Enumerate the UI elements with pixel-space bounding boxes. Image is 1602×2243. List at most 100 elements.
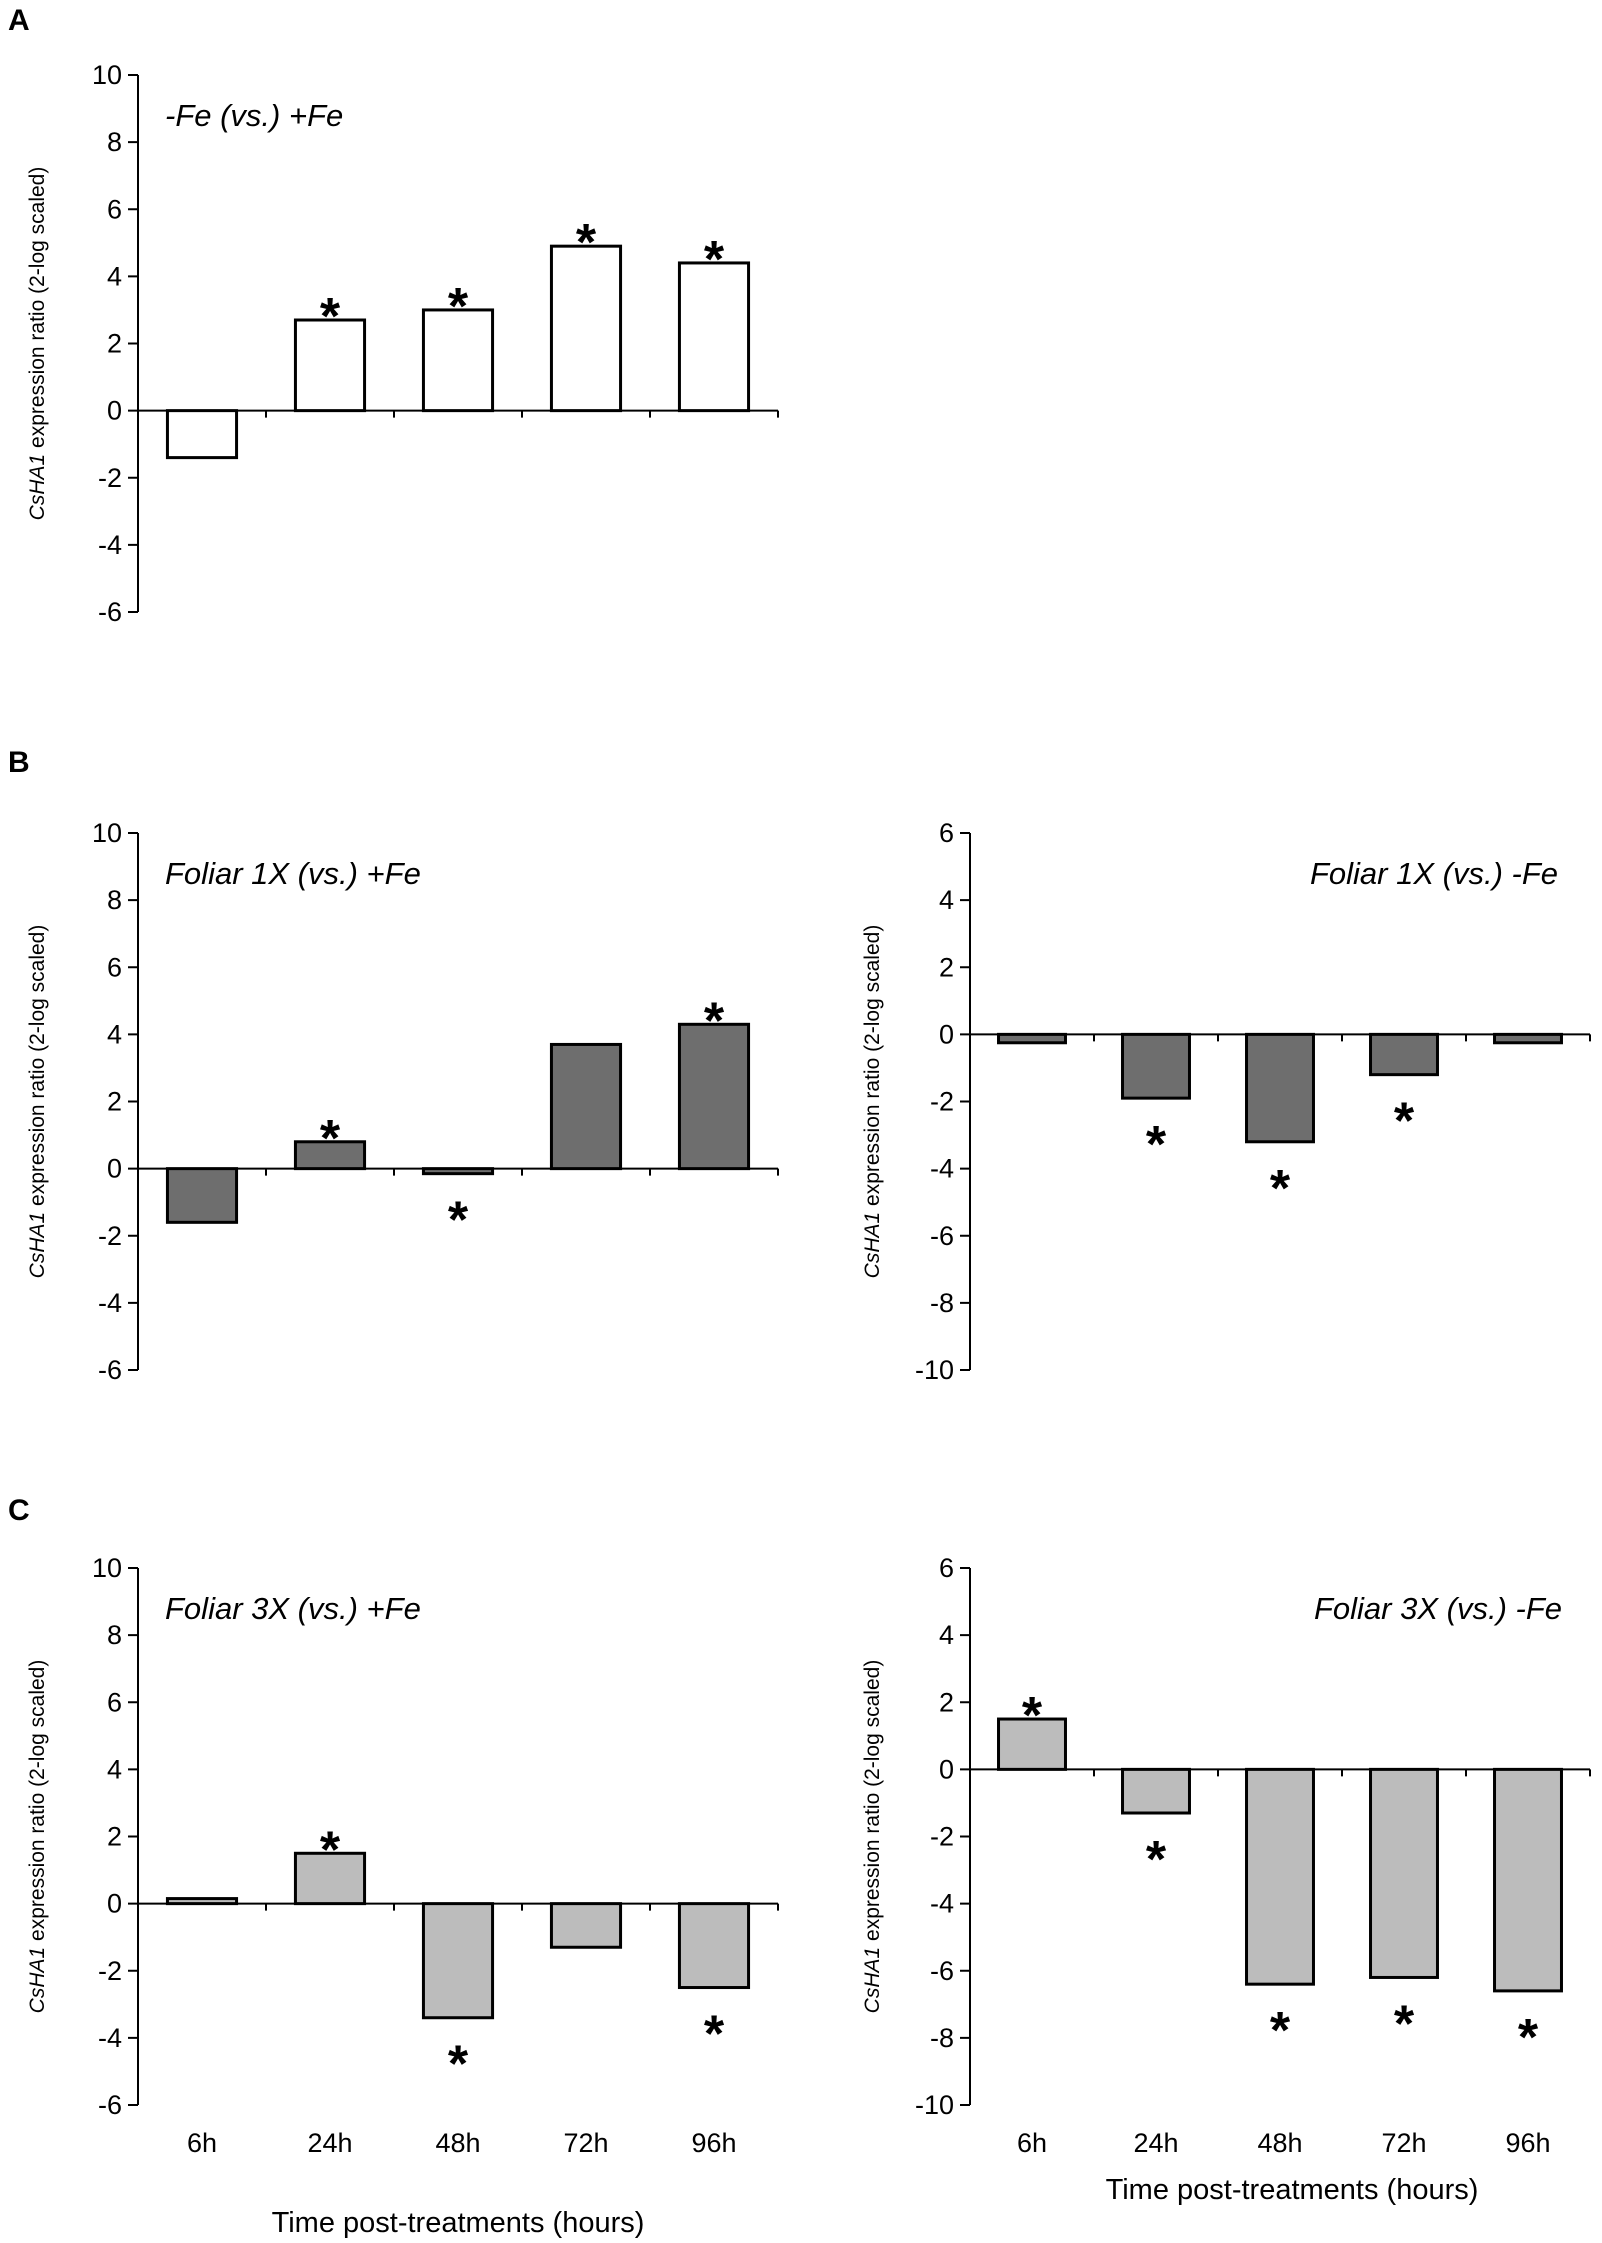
- charts-group: 10 8 6 4 2 0 -2 -4 -6 CsHA1 expression ratio (2-l…: [26, 60, 1591, 2239]
- chart-title: Foliar 3X (vs.) -Fe: [1314, 1591, 1562, 1626]
- bar-48h: [1245, 1032, 1315, 1144]
- y-tick-label: -2: [930, 1822, 954, 1852]
- x-tick-label: 24h: [307, 2128, 352, 2158]
- y-axis-label-gene: CsHA1: [26, 1212, 49, 1279]
- y-tick-label: -6: [98, 2090, 122, 2120]
- x-tick-label: 72h: [563, 2128, 608, 2158]
- bar-6h: [165, 1897, 239, 1906]
- x-tick-label: 6h: [1017, 2128, 1047, 2158]
- bar-6h: [165, 1167, 239, 1224]
- y-tick-label: 0: [107, 396, 122, 426]
- y-tick-label: 6: [939, 818, 954, 848]
- bar-48h: [1245, 1767, 1315, 1986]
- significance-star: *: [1270, 2002, 1291, 2060]
- y-tick-label: 4: [107, 1754, 122, 1784]
- significance-star: *: [704, 992, 725, 1050]
- significance-star: *: [320, 288, 341, 346]
- y-axis-label-text: expression ratio (2-log scaled): [861, 1660, 884, 1947]
- x-tick-label: 48h: [1257, 2128, 1302, 2158]
- significance-star: *: [448, 2036, 469, 2094]
- significance-star: *: [1146, 1831, 1167, 1889]
- x-axis-title: Time post-treatments (hours): [1106, 2174, 1479, 2206]
- bar-48h: [421, 1902, 495, 2020]
- y-tick-label: -4: [98, 530, 122, 560]
- x-tick-label: 72h: [1381, 2128, 1426, 2158]
- y-tick-label: -4: [98, 1288, 122, 1318]
- y-axis-label-gene: CsHA1: [861, 1212, 884, 1279]
- y-axis-label: CsHA1 expression ratio (2-log scaled): [861, 925, 884, 1279]
- x-tick-label: 96h: [691, 2128, 736, 2158]
- y-tick-label: -2: [930, 1087, 954, 1117]
- y-axis-label-text: expression ratio (2-log scaled): [861, 925, 884, 1212]
- bar-24h: [293, 1851, 367, 1906]
- y-tick-label: 6: [939, 1553, 954, 1583]
- y-tick-label: -6: [98, 1355, 122, 1385]
- bar-72h: [549, 1902, 623, 1949]
- chart-title: Foliar 1X (vs.) +Fe: [165, 856, 421, 891]
- significance-star: *: [1518, 2009, 1539, 2067]
- y-axis-label-text: expression ratio (2-log scaled): [26, 167, 49, 454]
- chart-title: Foliar 3X (vs.) +Fe: [165, 1591, 421, 1626]
- y-tick-label: 2: [107, 1822, 122, 1852]
- y-tick-label: 10: [92, 60, 122, 90]
- y-tick-label: 8: [107, 885, 122, 915]
- y-tick-label: 4: [107, 261, 122, 291]
- y-tick-label: -4: [930, 1154, 954, 1184]
- y-tick-label: 2: [939, 952, 954, 982]
- bar-96h: [677, 1022, 751, 1171]
- bar-24h: [1121, 1767, 1191, 1815]
- y-tick-label: -8: [930, 1288, 954, 1318]
- significance-star: *: [1022, 1687, 1043, 1745]
- significance-star: *: [1394, 1995, 1415, 2053]
- y-tick-label: 10: [92, 818, 122, 848]
- y-tick-label: -2: [98, 1956, 122, 1986]
- chart-5: 6 4 2 0 -2 -4 -6 -8 -10 CsHA1 expression ratio (2…: [861, 1553, 1591, 2206]
- chart-title: Foliar 1X (vs.) -Fe: [1310, 856, 1558, 891]
- y-tick-label: 4: [939, 1620, 954, 1650]
- y-axis-label-gene: CsHA1: [26, 454, 49, 521]
- x-axis-title: Time post-treatments (hours): [272, 2207, 645, 2239]
- y-tick-label: 0: [939, 1754, 954, 1784]
- y-tick-label: 6: [107, 1687, 122, 1717]
- bar-96h: [1493, 1767, 1563, 1993]
- y-tick-label: 4: [939, 885, 954, 915]
- x-tick-label: 24h: [1133, 2128, 1178, 2158]
- y-tick-label: -4: [930, 1889, 954, 1919]
- bar-72h: [549, 244, 623, 413]
- bar-72h: [549, 1042, 623, 1171]
- significance-star: *: [320, 1821, 341, 1879]
- y-tick-label: -2: [98, 463, 122, 493]
- bar-96h: [677, 1902, 751, 1990]
- significance-star: *: [704, 2006, 725, 2064]
- y-tick-label: -6: [930, 1221, 954, 1251]
- y-tick-label: -10: [915, 2090, 954, 2120]
- y-tick-label: 0: [107, 1889, 122, 1919]
- y-axis-label: CsHA1 expression ratio (2-log scaled): [26, 167, 49, 521]
- significance-star: *: [1394, 1093, 1415, 1151]
- panel-letter-a: A: [8, 4, 30, 37]
- chart-3: 6 4 2 0 -2 -4 -6 -8 -10 CsHA1 expression ratio (2…: [861, 818, 1591, 1385]
- y-axis-label-gene: CsHA1: [861, 1947, 884, 2014]
- bar-6h: [997, 1032, 1067, 1045]
- y-axis-label-text: expression ratio (2-log scaled): [26, 1660, 49, 1947]
- x-tick-label: 6h: [187, 2128, 217, 2158]
- y-tick-label: 0: [939, 1019, 954, 1049]
- y-tick-label: -2: [98, 1221, 122, 1251]
- bar-96h: [677, 261, 751, 413]
- y-tick-label: 8: [107, 127, 122, 157]
- x-tick-label: 96h: [1505, 2128, 1550, 2158]
- y-tick-label: 6: [107, 194, 122, 224]
- significance-star: *: [448, 278, 469, 336]
- significance-star: *: [1270, 1160, 1291, 1218]
- y-tick-label: 0: [107, 1154, 122, 1184]
- significance-star: *: [320, 1110, 341, 1168]
- significance-star: *: [704, 231, 725, 289]
- chart-4: 10 8 6 4 2 0 -2 -4 -6 CsHA1 expression ratio (2-l…: [26, 1553, 779, 2239]
- y-tick-label: 4: [107, 1019, 122, 1049]
- bar-6h: [997, 1717, 1067, 1771]
- y-tick-label: -10: [915, 1355, 954, 1385]
- y-tick-label: -6: [930, 1956, 954, 1986]
- bar-72h: [1369, 1767, 1439, 1979]
- bar-48h: [421, 1167, 495, 1176]
